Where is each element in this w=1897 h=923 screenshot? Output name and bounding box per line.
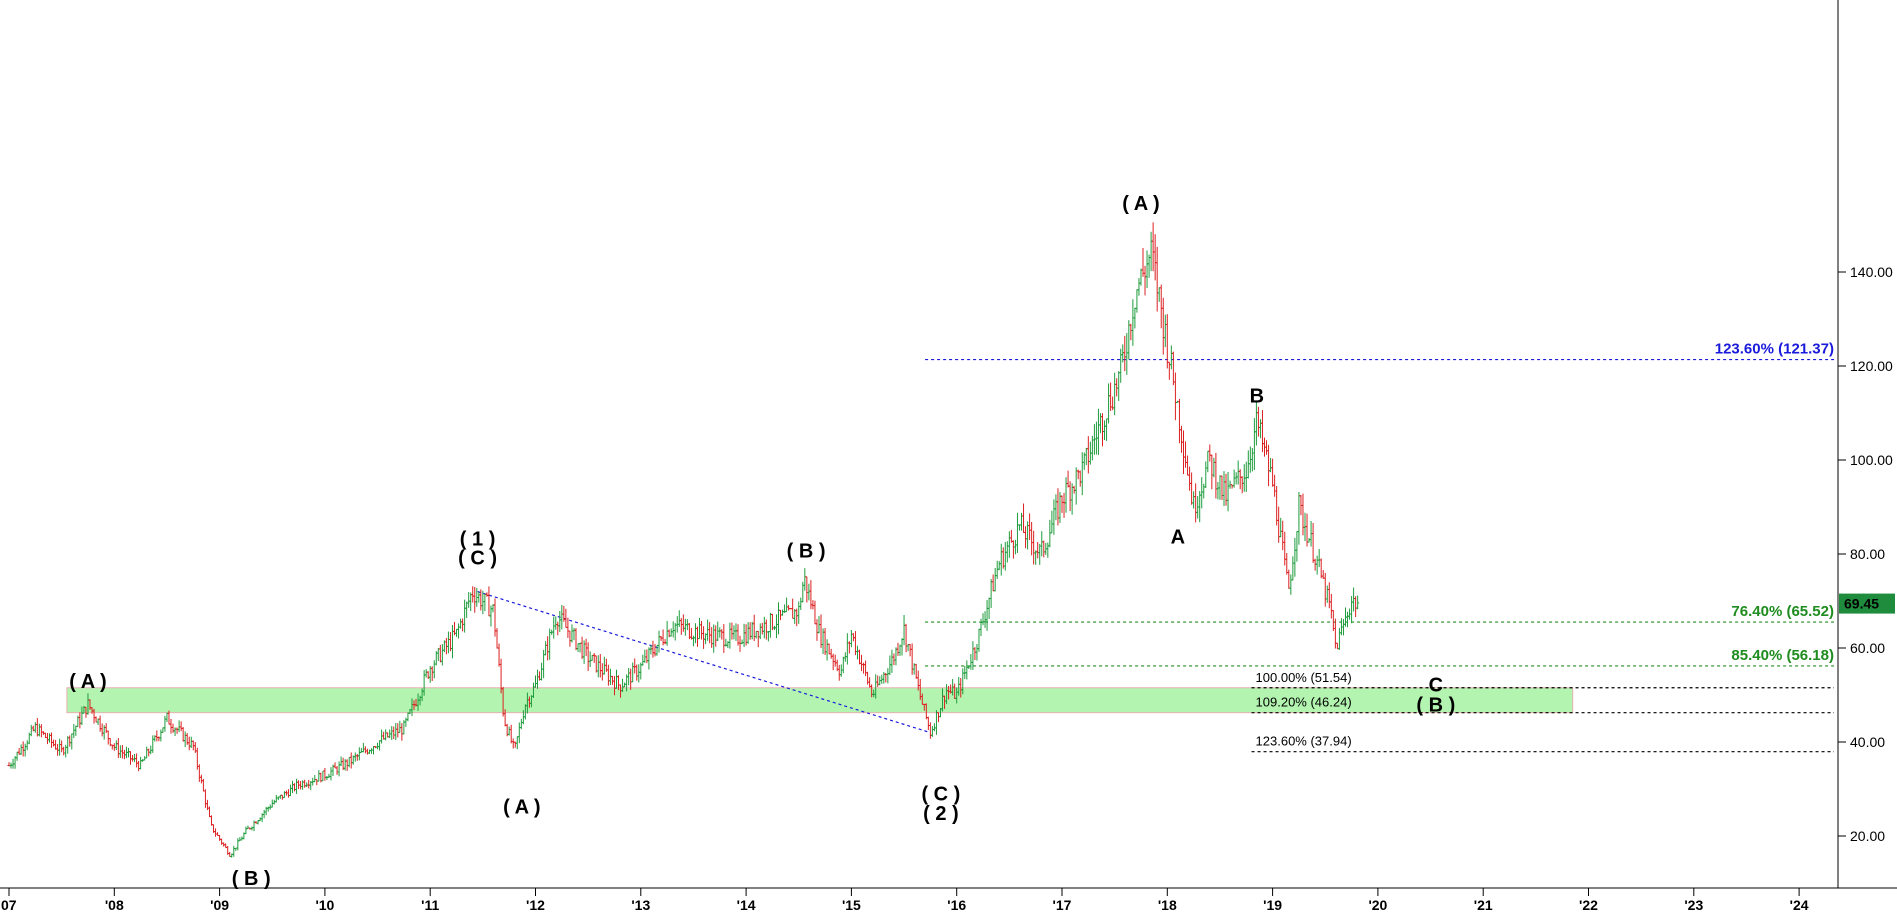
y-tick-label: 40.00 (1850, 734, 1885, 750)
wave-label: C (1429, 675, 1443, 697)
annotation-layer: 123.60% (121.37) 76.40% (65.52) 85.40% (56… (69, 193, 1834, 890)
wave-label: ( C ) (458, 547, 497, 569)
x-tick-label: '13 (631, 897, 650, 913)
wave-label: ( B ) (232, 868, 271, 890)
x-tick-label: '16 (947, 897, 966, 913)
wave-label: ( A ) (503, 796, 540, 818)
fib-label: 109.20% (46.24) (1256, 695, 1352, 710)
y-tick-label: 80.00 (1850, 546, 1885, 562)
x-tick-label: '21 (1474, 897, 1493, 913)
x-tick-label: '17 (1053, 897, 1072, 913)
x-tick-label: '11 (421, 897, 439, 913)
y-tick-label: 20.00 (1850, 828, 1885, 844)
wave-label: B (1250, 386, 1264, 408)
fib-label: 85.40% (56.18) (1731, 647, 1834, 664)
y-tick-label: 100.00 (1850, 452, 1893, 468)
wave-label: ( 1 ) (460, 529, 496, 551)
x-tick-label: '18 (1158, 897, 1177, 913)
y-tick-label: 120.00 (1850, 358, 1893, 374)
last-price-badge (1839, 593, 1895, 614)
x-tick-label: '23 (1684, 897, 1703, 913)
last-price-label: 69.45 (1844, 596, 1879, 612)
x-tick-label: '20 (1368, 897, 1387, 913)
x-tick-label: '08 (105, 897, 124, 913)
y-tick-label: 60.00 (1850, 640, 1885, 656)
x-tick-label: '10 (315, 897, 334, 913)
fib-label: 100.00% (51.54) (1256, 670, 1352, 685)
wave-label: ( B ) (787, 540, 826, 562)
x-tick-label: '15 (842, 897, 861, 913)
trend-line (477, 591, 931, 734)
x-tick-label: 07 (1, 897, 17, 913)
y-tick-label: 140.00 (1850, 264, 1893, 280)
wave-label: ( A ) (69, 671, 106, 693)
x-tick-label: '24 (1790, 897, 1809, 913)
fib-label: 123.60% (37.94) (1256, 734, 1352, 749)
fib-label: 123.60% (121.37) (1715, 341, 1834, 358)
x-tick-label: '19 (1263, 897, 1282, 913)
x-tick-label: '09 (210, 897, 229, 913)
wave-label: ( A ) (1122, 193, 1159, 215)
wave-label: ( 2 ) (923, 803, 959, 825)
wave-label: ( C ) (921, 783, 960, 805)
wave-label: ( B ) (1416, 694, 1455, 716)
fib-lines-layer (477, 358, 1834, 753)
fib-label: 76.40% (65.52) (1731, 603, 1834, 620)
x-tick-label: '12 (526, 897, 545, 913)
x-tick-label: '14 (737, 897, 756, 913)
price-bars-layer (7, 222, 1360, 858)
support-zone (66, 687, 1574, 714)
x-tick-label: '22 (1579, 897, 1598, 913)
support-zone-layer (66, 687, 1574, 714)
wave-label: A (1171, 527, 1185, 549)
